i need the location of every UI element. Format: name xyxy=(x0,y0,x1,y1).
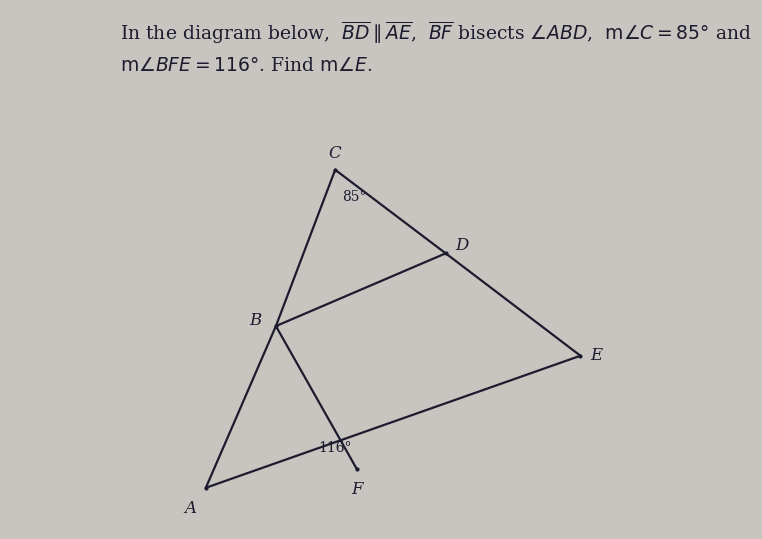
Text: A: A xyxy=(184,500,197,517)
Text: F: F xyxy=(351,481,363,498)
Text: B: B xyxy=(249,312,261,329)
Text: $\mathrm{m}\angle BFE = 116°$. Find $\mathrm{m}\angle E$.: $\mathrm{m}\angle BFE = 116°$. Find $\ma… xyxy=(120,57,373,74)
Text: 85°: 85° xyxy=(341,190,367,204)
Text: C: C xyxy=(329,145,341,162)
Text: 116°: 116° xyxy=(318,441,351,455)
Text: In the diagram below,  $\overline{BD} \parallel \overline{AE}$,  $\overline{BF}$: In the diagram below, $\overline{BD} \pa… xyxy=(120,19,751,45)
Text: D: D xyxy=(455,237,469,254)
Text: E: E xyxy=(591,347,603,364)
